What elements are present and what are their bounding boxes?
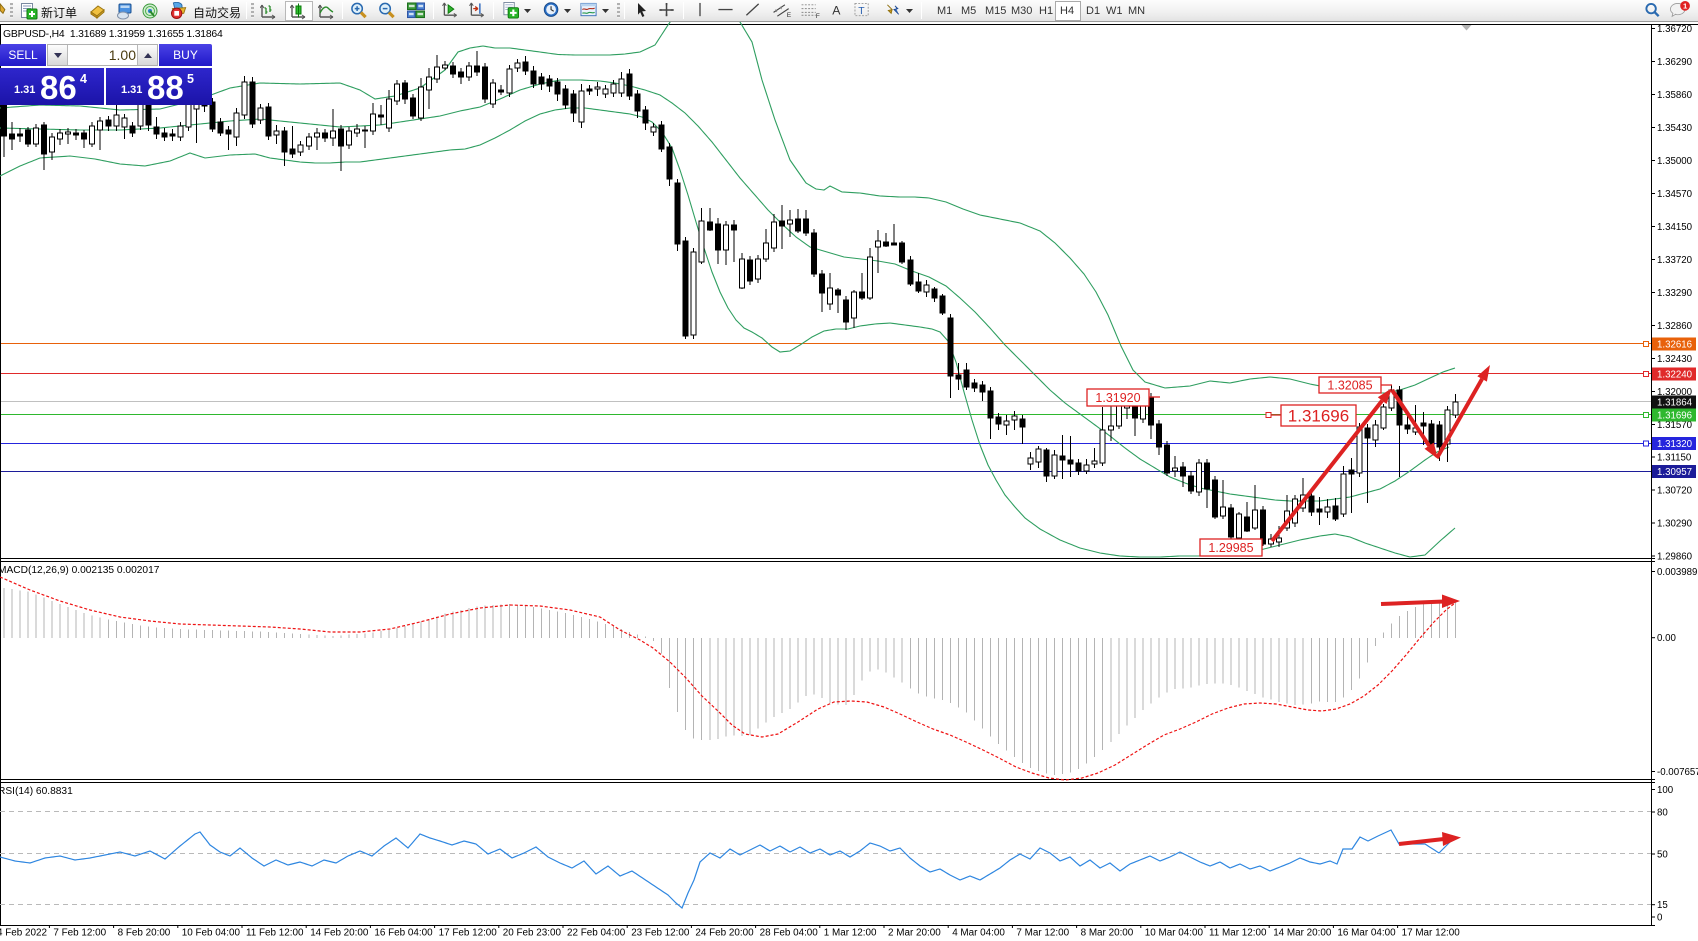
svg-text:1.35860: 1.35860 (1657, 90, 1693, 101)
svg-text:17 Feb 12:00: 17 Feb 12:00 (439, 928, 498, 939)
svg-text:1.35000: 1.35000 (1657, 156, 1693, 167)
svg-text:1.31696: 1.31696 (1657, 411, 1692, 422)
svg-text:1.34570: 1.34570 (1657, 189, 1693, 200)
svg-text:4 Feb 2022: 4 Feb 2022 (0, 928, 47, 939)
svg-text:14 Feb 20:00: 14 Feb 20:00 (310, 928, 369, 939)
svg-text:A: A (832, 3, 841, 17)
svg-text:0.003989: 0.003989 (1657, 567, 1697, 578)
svg-text:T: T (858, 6, 865, 17)
svg-text:7 Mar 12:00: 7 Mar 12:00 (1016, 928, 1069, 939)
svg-text:1: 1 (1683, 2, 1688, 11)
svg-text:1.35430: 1.35430 (1657, 123, 1693, 134)
svg-text:1.31320: 1.31320 (1657, 439, 1693, 450)
svg-text:F: F (816, 13, 820, 19)
svg-text:1.36720: 1.36720 (1657, 24, 1693, 35)
svg-text:1.33720: 1.33720 (1657, 255, 1693, 266)
svg-text:0: 0 (1657, 912, 1663, 923)
svg-text:11 Feb 12:00: 11 Feb 12:00 (246, 928, 304, 939)
svg-text:0.00: 0.00 (1657, 633, 1676, 644)
svg-text:E: E (787, 12, 792, 19)
svg-text:14 Mar 20:00: 14 Mar 20:00 (1273, 928, 1332, 939)
svg-text:1 Mar 12:00: 1 Mar 12:00 (824, 928, 877, 939)
svg-text:1.31150: 1.31150 (1657, 452, 1692, 463)
svg-text:15: 15 (1657, 900, 1668, 911)
svg-text:1.30720: 1.30720 (1657, 485, 1693, 496)
svg-text:1.31570: 1.31570 (1657, 420, 1693, 431)
svg-text:MACD(12,26,9) 0.002135 0.00201: MACD(12,26,9) 0.002135 0.002017 (0, 565, 160, 576)
svg-text:23 Feb 12:00: 23 Feb 12:00 (631, 928, 690, 939)
svg-text:8 Mar 20:00: 8 Mar 20:00 (1081, 928, 1134, 939)
svg-text:4 Mar 04:00: 4 Mar 04:00 (952, 928, 1005, 939)
svg-text:1.32860: 1.32860 (1657, 321, 1693, 332)
svg-text:2 Mar 20:00: 2 Mar 20:00 (888, 928, 941, 939)
svg-text:1.31696: 1.31696 (1288, 407, 1349, 426)
svg-text:11 Mar 12:00: 11 Mar 12:00 (1209, 928, 1267, 939)
svg-text:17 Mar 12:00: 17 Mar 12:00 (1402, 928, 1461, 939)
svg-text:1.31864: 1.31864 (1657, 398, 1693, 409)
svg-text:1.32616: 1.32616 (1657, 340, 1692, 351)
svg-text:1.32000: 1.32000 (1657, 387, 1693, 398)
svg-text:1.32430: 1.32430 (1657, 354, 1693, 365)
svg-text:1.30957: 1.30957 (1657, 467, 1692, 478)
svg-text:16 Feb 04:00: 16 Feb 04:00 (374, 928, 433, 939)
svg-text:20 Feb 23:00: 20 Feb 23:00 (503, 928, 562, 939)
svg-text:100: 100 (1657, 785, 1674, 796)
svg-text:1.29985: 1.29985 (1208, 541, 1253, 555)
svg-text:24 Feb 20:00: 24 Feb 20:00 (695, 928, 754, 939)
svg-text:16 Mar 04:00: 16 Mar 04:00 (1337, 928, 1396, 939)
svg-text:1.29860: 1.29860 (1657, 551, 1693, 562)
svg-text:28 Feb 04:00: 28 Feb 04:00 (760, 928, 819, 939)
svg-text:22 Feb 04:00: 22 Feb 04:00 (567, 928, 626, 939)
svg-text:50: 50 (1657, 849, 1668, 860)
svg-text:1.33290: 1.33290 (1657, 288, 1693, 299)
svg-text:10 Mar 04:00: 10 Mar 04:00 (1145, 928, 1204, 939)
svg-text:1.30290: 1.30290 (1657, 518, 1693, 529)
svg-text:10 Feb 04:00: 10 Feb 04:00 (182, 928, 241, 939)
svg-text:8 Feb 20:00: 8 Feb 20:00 (118, 928, 171, 939)
svg-text:1.32085: 1.32085 (1327, 379, 1372, 393)
svg-text:-0.007657: -0.007657 (1657, 767, 1698, 778)
svg-text:7 Feb 12:00: 7 Feb 12:00 (53, 928, 106, 939)
svg-text:1.32240: 1.32240 (1657, 370, 1693, 381)
svg-text:1.36290: 1.36290 (1657, 57, 1693, 68)
svg-text:1.34150: 1.34150 (1657, 222, 1693, 233)
svg-text:80: 80 (1657, 807, 1668, 818)
svg-text:RSI(14) 60.8831: RSI(14) 60.8831 (0, 786, 73, 797)
svg-text:GBPUSD-,H4 1.31689 1.31959 1.: GBPUSD-,H4 1.31689 1.31959 1.31655 1.318… (3, 29, 223, 40)
svg-text:1.31920: 1.31920 (1095, 391, 1140, 405)
